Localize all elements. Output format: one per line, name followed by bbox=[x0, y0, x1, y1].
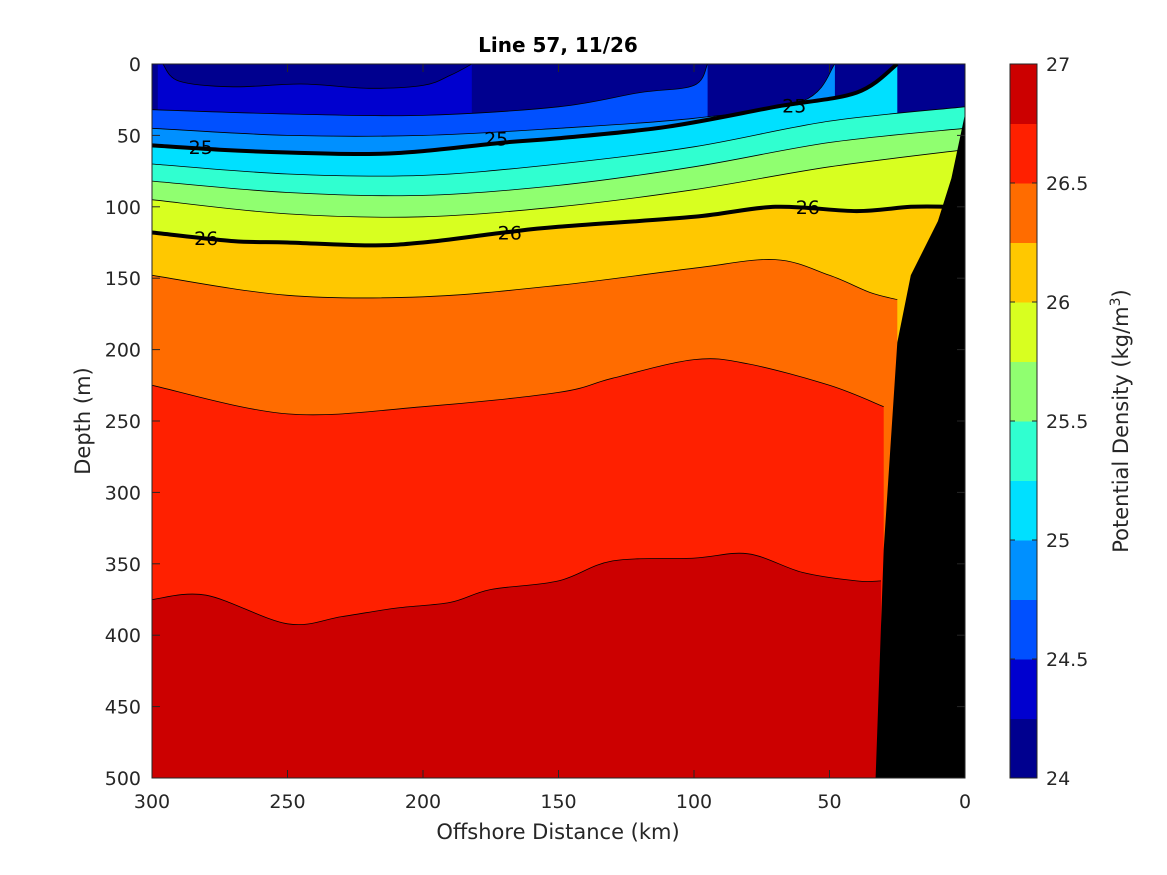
isopycnal-line bbox=[152, 259, 898, 300]
colorbar-ticks: 24 24.5 25 25.5 26 26.5 27 bbox=[1010, 54, 1088, 790]
colorbar-block bbox=[1010, 599, 1037, 660]
bathymetry-shelf bbox=[875, 114, 965, 778]
contour-label: 25 bbox=[782, 95, 806, 117]
x-tick-label: 300 bbox=[134, 791, 170, 813]
colorbar-blocks bbox=[1010, 64, 1037, 778]
colorbar-tick-label: 24.5 bbox=[1046, 649, 1088, 671]
density-fills bbox=[152, 64, 965, 778]
isopycnal-line bbox=[152, 106, 965, 177]
colorbar-tick-label: 25 bbox=[1046, 530, 1070, 552]
isopycnal-line bbox=[152, 552, 882, 626]
contour-label: 25 bbox=[484, 128, 508, 150]
colorbar-block bbox=[1010, 361, 1037, 422]
y-tick-label: 450 bbox=[105, 697, 141, 719]
y-tick-label: 400 bbox=[105, 625, 141, 647]
colorbar-tick-label: 27 bbox=[1046, 54, 1070, 76]
colorbar-block bbox=[1010, 718, 1037, 778]
isopycnal-line bbox=[152, 64, 899, 157]
colorbar-block bbox=[1010, 183, 1037, 243]
y-tick-label: 200 bbox=[105, 340, 141, 362]
contour-labels: 25 25 25 26 26 26 bbox=[189, 95, 820, 250]
y-axis-ticks: 0 50 100 150 200 250 300 350 400 450 500 bbox=[105, 54, 965, 790]
plot-area: 25 25 25 26 26 26 bbox=[152, 64, 965, 778]
x-tick-label: 200 bbox=[405, 791, 441, 813]
colorbar-tick-label: 26.5 bbox=[1046, 173, 1088, 195]
colorbar-block bbox=[1010, 64, 1037, 124]
colorbar-block bbox=[1010, 480, 1037, 541]
y-tick-label: 350 bbox=[105, 554, 141, 576]
contour-label: 26 bbox=[796, 197, 820, 219]
y-tick-label: 300 bbox=[105, 482, 141, 504]
x-axis-label: Offshore Distance (km) bbox=[436, 820, 679, 844]
chart-title: Line 57, 11/26 bbox=[478, 33, 638, 57]
colorbar-block bbox=[1010, 540, 1037, 600]
isopycnal-line bbox=[152, 358, 884, 416]
isopycnal-line bbox=[152, 149, 965, 218]
colorbar-tick-label: 26 bbox=[1046, 292, 1070, 314]
density-band bbox=[152, 553, 881, 778]
colorbar-block bbox=[1010, 123, 1037, 184]
colorbar-block bbox=[1010, 659, 1037, 719]
colorbar-block bbox=[1010, 242, 1037, 303]
y-tick-label: 250 bbox=[105, 411, 141, 433]
x-tick-label: 250 bbox=[269, 791, 305, 813]
y-tick-label: 500 bbox=[105, 768, 141, 790]
x-tick-label: 0 bbox=[959, 791, 971, 813]
contour-label: 26 bbox=[194, 228, 218, 250]
colorbar: 24 24.5 25 25.5 26 26.5 27 Potential Density (… bbox=[1009, 54, 1133, 790]
y-tick-label: 50 bbox=[117, 125, 141, 147]
x-tick-label: 100 bbox=[676, 791, 712, 813]
colorbar-tick-label: 25.5 bbox=[1046, 411, 1088, 433]
colorbar-label: Potential Density (kg/m3) bbox=[1108, 289, 1133, 553]
colorbar-tick-label: 24 bbox=[1046, 768, 1070, 790]
x-axis-ticks: 300 250 200 150 100 50 0 bbox=[134, 64, 971, 813]
colorbar-block bbox=[1010, 421, 1037, 481]
isopycnal-lines bbox=[152, 64, 965, 626]
contour-label: 26 bbox=[498, 223, 522, 245]
contour-label: 25 bbox=[189, 137, 213, 159]
y-tick-label: 150 bbox=[105, 268, 141, 290]
y-axis-label: Depth (m) bbox=[71, 367, 95, 474]
isopycnal-line bbox=[152, 64, 708, 117]
isopycnal-line bbox=[152, 204, 952, 248]
y-tick-label: 0 bbox=[129, 54, 141, 76]
x-tick-label: 50 bbox=[817, 791, 841, 813]
isopycnal-line bbox=[152, 127, 965, 197]
x-tick-label: 150 bbox=[540, 791, 576, 813]
colorbar-block bbox=[1010, 302, 1037, 362]
isopycnal-line bbox=[162, 64, 472, 89]
y-tick-label: 100 bbox=[105, 197, 141, 219]
